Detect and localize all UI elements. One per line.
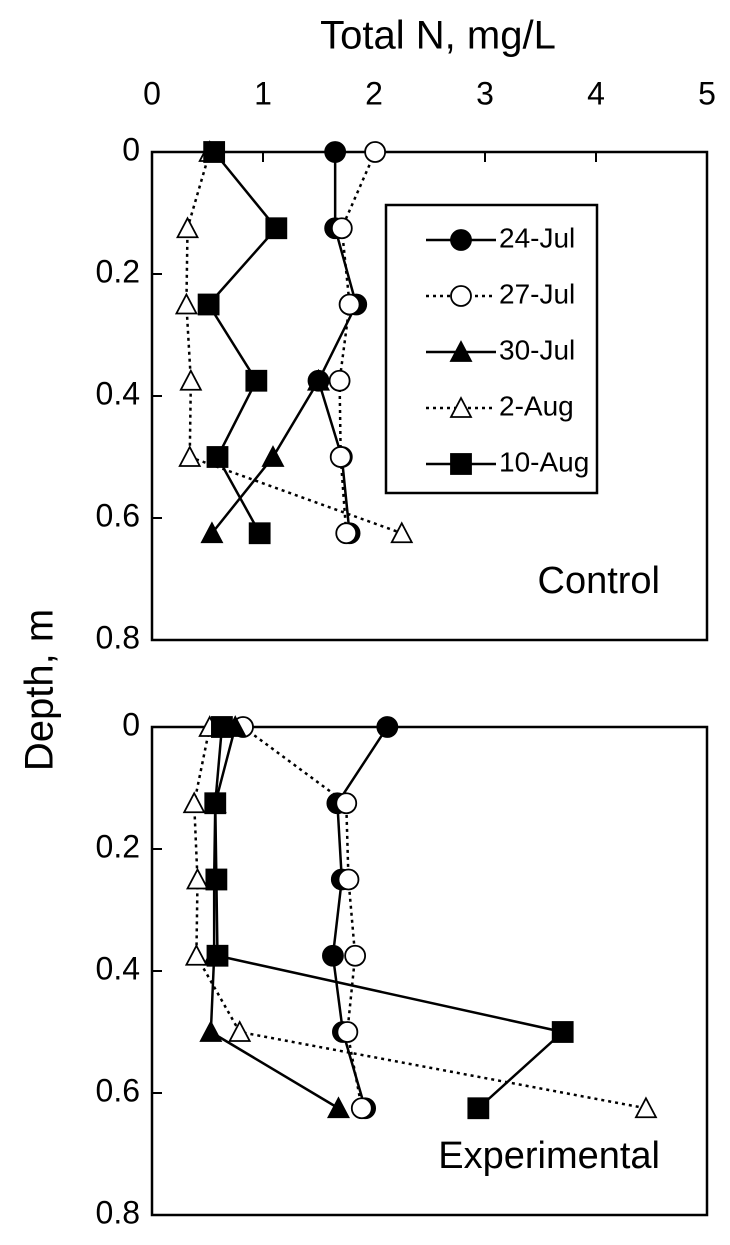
y-tick-label: 0.4	[96, 950, 140, 986]
legend-label: 30-Jul	[499, 334, 575, 365]
data-point	[174, 292, 198, 315]
data-point	[197, 293, 220, 316]
data-point	[330, 217, 353, 240]
legend-label: 10-Aug	[499, 446, 589, 477]
series-line	[317, 152, 358, 534]
series-line	[185, 151, 403, 535]
y-tick-label: 0.2	[96, 253, 140, 289]
x-tick-label: 4	[587, 75, 605, 111]
data-point	[203, 141, 226, 163]
data-point	[176, 216, 200, 239]
series-line	[242, 725, 364, 1109]
data-point	[551, 1021, 574, 1043]
data-point	[467, 1097, 490, 1120]
series-line	[192, 726, 647, 1110]
data-point	[337, 868, 360, 891]
data-point	[178, 445, 202, 467]
data-point	[328, 369, 351, 392]
data-point	[307, 368, 330, 391]
x-axis-title: Total N, mg/L	[320, 14, 556, 58]
x-tick-label: 2	[365, 75, 383, 111]
data-point	[199, 1020, 223, 1042]
data-point	[248, 522, 271, 545]
data-point	[390, 521, 414, 544]
legend-label: 24-Jul	[499, 222, 575, 253]
legend-label: 27-Jul	[499, 278, 575, 309]
data-point	[335, 522, 358, 545]
data-point	[245, 369, 268, 392]
legend-marker	[450, 285, 472, 307]
data-point	[186, 867, 210, 890]
x-tick-label: 1	[254, 75, 272, 111]
legend-box	[384, 203, 599, 495]
data-point	[338, 293, 361, 316]
legend-label: 2-Aug	[499, 390, 574, 421]
series-line	[338, 151, 377, 534]
data-point	[335, 792, 358, 815]
data-point	[228, 1020, 252, 1042]
panel-label: Experimental	[438, 1135, 660, 1177]
y-tick-label: 0.6	[96, 497, 140, 533]
series-line	[207, 151, 278, 534]
x-tick-label: 5	[698, 75, 716, 111]
data-point	[350, 1097, 373, 1120]
legend-marker	[449, 340, 473, 362]
data-point	[326, 1096, 350, 1119]
data-point	[205, 868, 228, 891]
x-tick-label: 0	[143, 75, 161, 111]
x-tick-label: 3	[476, 75, 494, 111]
data-point	[206, 944, 229, 967]
legend-marker	[450, 229, 472, 251]
data-point	[265, 217, 288, 240]
data-point	[376, 716, 399, 738]
data-point	[182, 791, 206, 814]
series-line	[214, 726, 566, 1110]
y-tick-label: 0.2	[96, 828, 140, 864]
y-tick-label: 0.4	[96, 375, 140, 411]
y-tick-label: 0.8	[96, 619, 140, 655]
data-point	[336, 1021, 359, 1043]
data-point	[200, 521, 224, 544]
data-point	[261, 445, 285, 467]
series-line	[331, 726, 389, 1109]
y-tick-label: 0.6	[96, 1072, 140, 1108]
data-point	[344, 944, 367, 967]
y-tick-label: 0.8	[96, 1194, 140, 1230]
data-point	[184, 943, 208, 966]
data-point	[329, 446, 352, 468]
data-point	[322, 944, 344, 967]
data-point	[179, 368, 203, 391]
data-point	[211, 716, 233, 738]
data-point	[204, 792, 227, 815]
series-line	[209, 726, 340, 1110]
data-point	[206, 446, 229, 468]
data-point	[364, 141, 387, 163]
data-point	[634, 1096, 658, 1119]
y-tick-label: 0	[122, 131, 140, 167]
y-axis-title: Depth, m	[18, 609, 62, 771]
legend-marker	[449, 396, 473, 418]
panel-label: Control	[538, 560, 661, 602]
data-point	[324, 141, 347, 163]
legend-marker	[450, 453, 472, 475]
y-tick-label: 0	[122, 706, 140, 742]
